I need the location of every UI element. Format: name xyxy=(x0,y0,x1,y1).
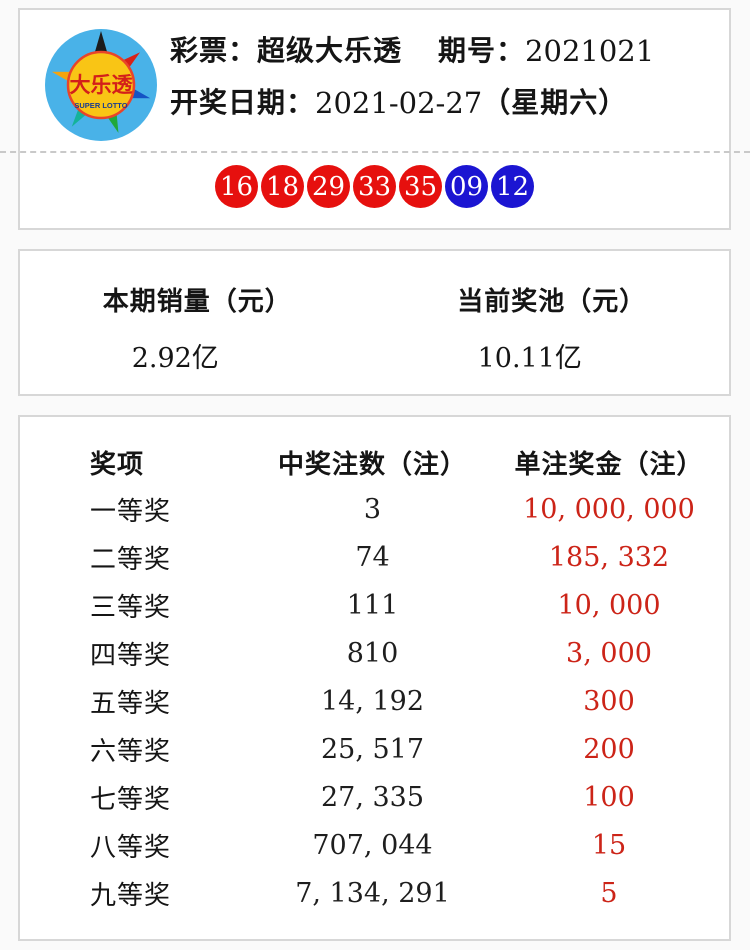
sales-label: 本期销量（元） xyxy=(102,286,292,316)
prize-amount: 200 xyxy=(583,733,635,765)
dashed-separator xyxy=(0,151,750,153)
draw-date-label: 开奖日期： xyxy=(170,87,316,118)
winner-count: 27, 335 xyxy=(320,781,425,813)
sales-stat: 本期销量（元） 2.92亿 xyxy=(20,251,375,394)
winner-count: 25, 517 xyxy=(320,733,425,765)
prize-amount: 3, 000 xyxy=(566,637,652,669)
table-row: 九等奖 7, 134, 291 5 xyxy=(20,869,729,917)
table-row: 六等奖 25, 517 200 xyxy=(20,725,729,773)
issue-number: 2021021 xyxy=(525,33,655,68)
header-count: 中奖注数（注） xyxy=(277,448,467,479)
logo-title: 大乐透 xyxy=(70,74,134,97)
ball: 35 xyxy=(399,165,442,208)
sales-value: 2.92亿 xyxy=(131,343,219,374)
prize-level: 五等奖 xyxy=(90,687,172,718)
winner-count: 707, 044 xyxy=(312,829,433,861)
lottery-label: 彩票： xyxy=(170,35,258,66)
issue-label: 期号： xyxy=(438,35,526,66)
header-prize: 单注奖金（注） xyxy=(514,448,704,479)
winner-count: 74 xyxy=(355,541,390,573)
header-level: 奖项 xyxy=(90,448,145,479)
prize-amount: 10, 000 xyxy=(557,589,661,621)
prize-level: 二等奖 xyxy=(90,543,172,574)
drawn-numbers: 16 18 29 33 35 09 12 xyxy=(20,165,729,208)
super-lotto-logo-graphic: 大乐透 SUPER LOTTO xyxy=(45,29,157,141)
prize-amount: 100 xyxy=(583,781,635,813)
table-row: 八等奖 707, 044 15 xyxy=(20,821,729,869)
prize-amount: 300 xyxy=(583,685,635,717)
table-row: 四等奖 810 3, 000 xyxy=(20,629,729,677)
prize-level: 七等奖 xyxy=(90,783,172,814)
pool-value: 10.11亿 xyxy=(477,343,582,374)
stats-card: 本期销量（元） 2.92亿 当前奖池（元） 10.11亿 xyxy=(18,249,731,396)
draw-info-line1: 彩票： 超级大乐透 期号： 2021021 xyxy=(170,34,654,68)
logo-subtitle: SUPER LOTTO xyxy=(74,101,127,110)
prize-amount: 5 xyxy=(600,877,618,909)
ball: 16 xyxy=(215,165,258,208)
ball: 33 xyxy=(353,165,396,208)
prize-amount: 15 xyxy=(591,829,627,861)
ball: 18 xyxy=(261,165,304,208)
pool-label: 当前奖池（元） xyxy=(457,286,647,316)
ball: 09 xyxy=(445,165,488,208)
prize-level: 八等奖 xyxy=(90,831,172,862)
winner-count: 111 xyxy=(346,589,399,621)
winner-count: 3 xyxy=(363,493,382,525)
pool-stat: 当前奖池（元） 10.11亿 xyxy=(375,251,730,394)
prize-level: 六等奖 xyxy=(90,735,172,766)
prize-level: 四等奖 xyxy=(90,639,172,670)
prize-amount: 185, 332 xyxy=(548,541,670,573)
prize-level: 一等奖 xyxy=(90,495,172,526)
draw-date-value: 2021-02-27 xyxy=(315,85,483,120)
super-lotto-logo: 大乐透 SUPER LOTTO xyxy=(44,28,158,142)
table-row: 二等奖 74 185, 332 xyxy=(20,533,729,581)
table-row: 七等奖 27, 335 100 xyxy=(20,773,729,821)
winner-count: 14, 192 xyxy=(320,685,425,717)
draw-info-line2: 开奖日期： 2021-02-27 （星期六） xyxy=(170,86,654,120)
table-row: 一等奖 3 10, 000, 000 xyxy=(20,485,729,533)
table-row: 五等奖 14, 192 300 xyxy=(20,677,729,725)
winner-count: 7, 134, 291 xyxy=(295,877,450,909)
draw-info: 彩票： 超级大乐透 期号： 2021021 开奖日期： 2021-02-27 （… xyxy=(170,34,654,138)
header-card: 大乐透 SUPER LOTTO 彩票： 超级大乐透 期号： 2021021 开奖… xyxy=(18,8,731,230)
ball: 12 xyxy=(491,165,534,208)
table-row: 三等奖 111 10, 000 xyxy=(20,581,729,629)
prize-level: 三等奖 xyxy=(90,591,172,622)
prize-table-card: 奖项 中奖注数（注） 单注奖金（注） 一等奖 3 10, 000, 000 二等… xyxy=(18,415,731,941)
prize-amount: 10, 000, 000 xyxy=(523,493,695,525)
lottery-name: 超级大乐透 xyxy=(257,35,403,66)
prize-level: 九等奖 xyxy=(90,879,172,910)
winner-count: 810 xyxy=(346,637,399,669)
prize-table-header: 奖项 中奖注数（注） 单注奖金（注） xyxy=(20,439,729,485)
draw-date-weekday: （星期六） xyxy=(482,87,628,118)
ball: 29 xyxy=(307,165,350,208)
